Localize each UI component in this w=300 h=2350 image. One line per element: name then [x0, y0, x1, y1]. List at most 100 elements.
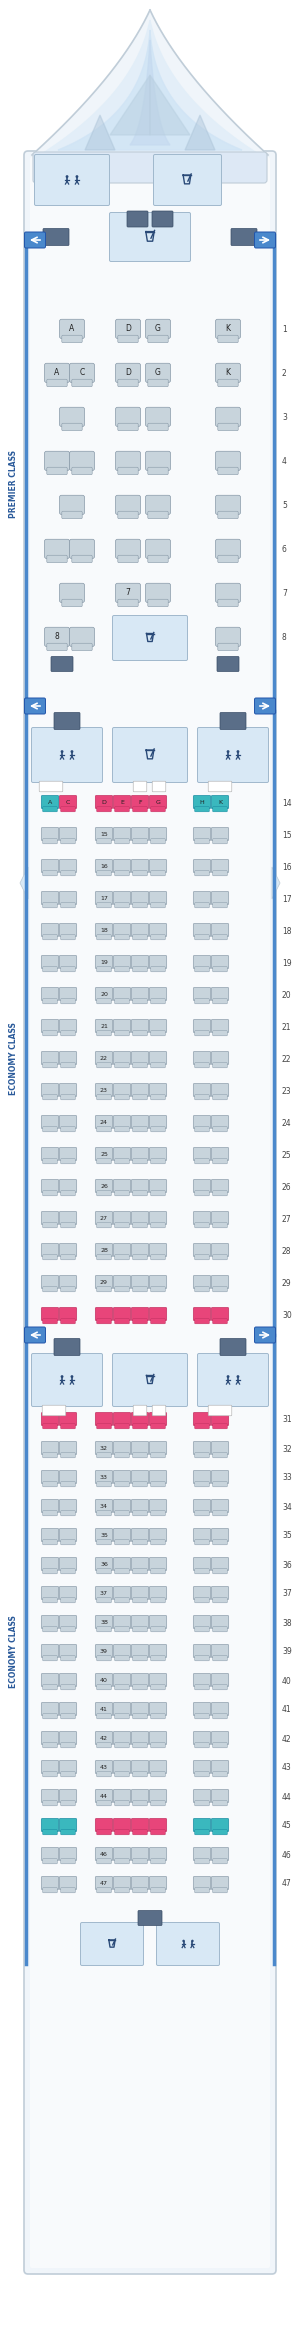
FancyBboxPatch shape [80, 1922, 143, 1965]
Text: G: G [156, 799, 161, 806]
FancyBboxPatch shape [193, 1210, 211, 1224]
FancyBboxPatch shape [213, 966, 227, 973]
FancyBboxPatch shape [43, 1831, 57, 1835]
FancyBboxPatch shape [213, 839, 227, 844]
FancyBboxPatch shape [211, 827, 229, 841]
Text: 35: 35 [100, 1532, 108, 1539]
FancyBboxPatch shape [195, 1887, 209, 1892]
FancyBboxPatch shape [195, 1800, 209, 1805]
FancyBboxPatch shape [72, 468, 92, 475]
FancyBboxPatch shape [133, 1288, 147, 1293]
FancyBboxPatch shape [213, 902, 227, 907]
FancyBboxPatch shape [95, 1276, 113, 1288]
FancyBboxPatch shape [211, 1243, 229, 1257]
Circle shape [70, 1375, 74, 1377]
FancyBboxPatch shape [151, 872, 165, 877]
FancyBboxPatch shape [59, 794, 77, 808]
FancyBboxPatch shape [41, 1243, 59, 1257]
FancyBboxPatch shape [41, 1471, 59, 1483]
FancyBboxPatch shape [61, 806, 75, 811]
FancyBboxPatch shape [151, 1288, 165, 1293]
FancyBboxPatch shape [151, 1657, 165, 1661]
Text: 25: 25 [100, 1152, 108, 1156]
FancyBboxPatch shape [131, 1050, 149, 1065]
FancyBboxPatch shape [131, 987, 149, 1001]
FancyBboxPatch shape [211, 1645, 229, 1657]
FancyBboxPatch shape [113, 1875, 131, 1889]
FancyBboxPatch shape [149, 1614, 167, 1629]
FancyBboxPatch shape [113, 1732, 131, 1744]
Text: 28: 28 [100, 1248, 108, 1253]
FancyBboxPatch shape [211, 956, 229, 968]
FancyBboxPatch shape [133, 1772, 147, 1777]
FancyBboxPatch shape [217, 656, 239, 672]
FancyBboxPatch shape [24, 150, 276, 2275]
FancyBboxPatch shape [115, 1032, 129, 1036]
FancyBboxPatch shape [118, 555, 138, 562]
FancyBboxPatch shape [131, 860, 149, 872]
Text: G: G [155, 369, 161, 378]
FancyBboxPatch shape [133, 935, 147, 940]
FancyBboxPatch shape [113, 1701, 131, 1715]
FancyBboxPatch shape [193, 1558, 211, 1570]
Text: 4: 4 [282, 458, 287, 468]
FancyBboxPatch shape [95, 1180, 113, 1194]
FancyBboxPatch shape [131, 1847, 149, 1861]
FancyBboxPatch shape [133, 1887, 147, 1892]
FancyBboxPatch shape [97, 1685, 111, 1690]
FancyBboxPatch shape [113, 1307, 131, 1321]
FancyBboxPatch shape [97, 1255, 111, 1260]
FancyBboxPatch shape [213, 1424, 227, 1429]
FancyBboxPatch shape [70, 451, 94, 470]
FancyBboxPatch shape [41, 956, 59, 968]
FancyBboxPatch shape [115, 1539, 129, 1544]
FancyBboxPatch shape [43, 999, 57, 1003]
FancyBboxPatch shape [195, 1685, 209, 1690]
Text: C: C [66, 799, 70, 806]
Text: 16: 16 [100, 865, 108, 870]
FancyBboxPatch shape [151, 1222, 165, 1227]
Text: 42: 42 [100, 1737, 108, 1741]
FancyBboxPatch shape [115, 935, 129, 940]
FancyBboxPatch shape [211, 1701, 229, 1715]
FancyBboxPatch shape [43, 1095, 57, 1100]
FancyBboxPatch shape [211, 1412, 229, 1426]
FancyBboxPatch shape [59, 1701, 77, 1715]
FancyBboxPatch shape [95, 1499, 113, 1513]
FancyBboxPatch shape [97, 1744, 111, 1748]
FancyBboxPatch shape [115, 966, 129, 973]
FancyBboxPatch shape [97, 1831, 111, 1835]
FancyBboxPatch shape [131, 1732, 149, 1744]
FancyBboxPatch shape [97, 1598, 111, 1603]
FancyBboxPatch shape [118, 468, 138, 475]
FancyBboxPatch shape [43, 902, 57, 907]
FancyBboxPatch shape [41, 1760, 59, 1774]
FancyBboxPatch shape [115, 839, 129, 844]
FancyBboxPatch shape [59, 1441, 77, 1455]
FancyBboxPatch shape [131, 1558, 149, 1570]
FancyBboxPatch shape [211, 1558, 229, 1570]
Text: A: A [48, 799, 52, 806]
FancyBboxPatch shape [131, 1243, 149, 1257]
Text: 2: 2 [282, 369, 287, 378]
FancyBboxPatch shape [213, 1626, 227, 1631]
FancyBboxPatch shape [54, 712, 80, 728]
FancyBboxPatch shape [41, 1020, 59, 1032]
FancyBboxPatch shape [149, 1116, 167, 1128]
FancyBboxPatch shape [151, 1800, 165, 1805]
FancyBboxPatch shape [131, 827, 149, 841]
FancyBboxPatch shape [131, 1210, 149, 1224]
FancyBboxPatch shape [95, 1614, 113, 1629]
FancyBboxPatch shape [149, 860, 167, 872]
Text: 18: 18 [282, 926, 292, 935]
FancyBboxPatch shape [211, 1210, 229, 1224]
FancyBboxPatch shape [195, 1626, 209, 1631]
FancyBboxPatch shape [115, 1800, 129, 1805]
FancyBboxPatch shape [47, 644, 67, 651]
FancyBboxPatch shape [254, 698, 275, 714]
FancyBboxPatch shape [43, 806, 57, 811]
FancyBboxPatch shape [95, 1307, 113, 1321]
FancyBboxPatch shape [115, 1255, 129, 1260]
FancyBboxPatch shape [41, 1788, 59, 1802]
FancyBboxPatch shape [133, 1032, 147, 1036]
